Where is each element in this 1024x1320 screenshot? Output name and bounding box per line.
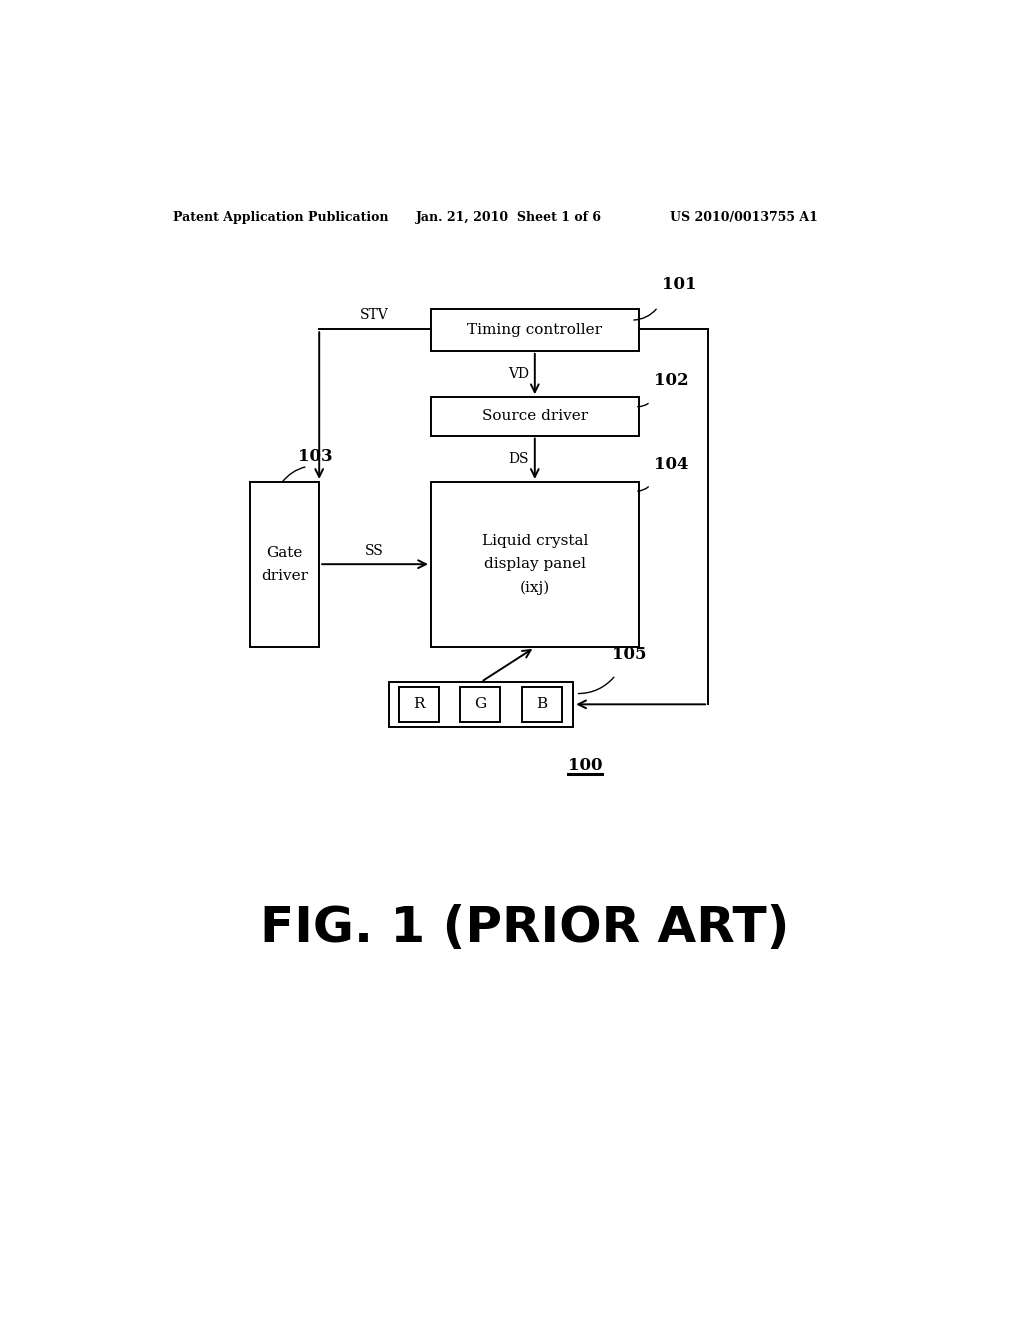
Text: STV: STV [360, 308, 389, 322]
Text: 104: 104 [654, 455, 689, 473]
Text: 100: 100 [567, 758, 602, 775]
Text: Source driver: Source driver [481, 409, 588, 424]
Bar [521, 686, 562, 722]
Bar [388, 682, 573, 726]
Text: G: G [474, 697, 486, 711]
Text: US 2010/0013755 A1: US 2010/0013755 A1 [670, 211, 817, 224]
Text: FIG. 1 (PRIOR ART): FIG. 1 (PRIOR ART) [260, 904, 790, 953]
Text: R: R [413, 697, 424, 711]
Text: Timing controller: Timing controller [467, 322, 602, 337]
Text: Patent Application Publication: Patent Application Publication [173, 211, 388, 224]
Bar [250, 482, 319, 647]
Text: 102: 102 [654, 372, 689, 389]
Text: DS: DS [508, 451, 528, 466]
Bar [431, 309, 639, 351]
Text: B: B [537, 697, 547, 711]
Text: SS: SS [366, 544, 384, 558]
Bar [431, 482, 639, 647]
Text: 103: 103 [298, 447, 333, 465]
Text: VD: VD [508, 367, 528, 381]
Bar [431, 397, 639, 436]
Text: Gate
driver: Gate driver [261, 546, 308, 583]
Bar [398, 686, 438, 722]
Text: Jan. 21, 2010  Sheet 1 of 6: Jan. 21, 2010 Sheet 1 of 6 [416, 211, 601, 224]
Text: 101: 101 [662, 276, 696, 293]
Text: Liquid crystal
display panel
(ixj): Liquid crystal display panel (ixj) [481, 535, 588, 595]
Bar [460, 686, 500, 722]
Text: 105: 105 [611, 645, 646, 663]
